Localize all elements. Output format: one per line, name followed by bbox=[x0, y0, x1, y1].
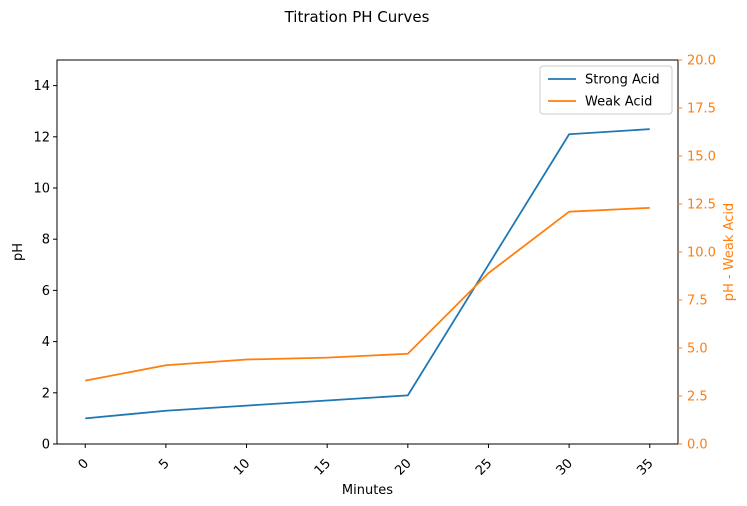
left-y-tick-label: 14 bbox=[33, 79, 50, 94]
series-layer bbox=[85, 128, 650, 420]
right-y-tick-label: 5.0 bbox=[687, 342, 708, 357]
x-axis-ticks: 0 5 10 15 20 25 30 35 bbox=[76, 444, 657, 479]
right-y-tick-label: 0.0 bbox=[687, 438, 708, 453]
right-y-tick-label: 12.5 bbox=[687, 198, 716, 213]
right-y-tick-label: 15.0 bbox=[687, 150, 716, 165]
x-tick-label: 0 bbox=[76, 456, 92, 472]
left-y-tick-label: 8 bbox=[42, 233, 50, 248]
chart-title: Titration PH Curves bbox=[284, 8, 430, 26]
right-y-axis-ticks: 0.0 2.5 5.0 7.5 10.0 12.5 15.0 17.5 20.0 bbox=[678, 54, 716, 453]
left-y-tick-label: 12 bbox=[33, 130, 50, 145]
x-tick-label: 10 bbox=[231, 456, 253, 478]
left-y-tick-label: 4 bbox=[42, 335, 50, 350]
right-y-tick-label: 2.5 bbox=[687, 390, 708, 405]
left-y-tick-label: 0 bbox=[42, 438, 50, 453]
right-y-tick-label: 20.0 bbox=[687, 54, 716, 69]
right-y-tick-label: 10.0 bbox=[687, 246, 716, 261]
x-tick-label: 35 bbox=[634, 456, 656, 478]
series-line-1 bbox=[85, 206, 650, 382]
right-y-axis-label: pH - Weak Acid bbox=[722, 203, 737, 301]
x-axis-label: Minutes bbox=[342, 483, 393, 498]
right-y-tick-label: 17.5 bbox=[687, 102, 716, 117]
legend-entry-label: Weak Acid bbox=[585, 95, 652, 110]
legend-box bbox=[539, 65, 673, 115]
right-y-tick-label: 7.5 bbox=[687, 294, 708, 309]
left-y-tick-label: 6 bbox=[42, 284, 50, 299]
left-y-axis-ticks: 0 2 4 6 8 10 12 14 bbox=[33, 79, 57, 453]
x-tick-label: 25 bbox=[473, 456, 495, 478]
left-y-tick-label: 2 bbox=[42, 386, 50, 401]
left-y-tick-label: 10 bbox=[33, 182, 50, 197]
series-line-0 bbox=[85, 128, 650, 420]
x-tick-label: 30 bbox=[554, 456, 576, 478]
legend-entry-label: Strong Acid bbox=[585, 73, 660, 88]
legend: Strong Acid Weak Acid bbox=[539, 65, 673, 115]
plot-frame bbox=[56, 59, 679, 445]
x-tick-label: 20 bbox=[392, 456, 414, 478]
x-tick-label: 5 bbox=[156, 456, 172, 472]
x-tick-label: 15 bbox=[312, 456, 334, 478]
left-y-axis-label: pH bbox=[11, 243, 26, 261]
